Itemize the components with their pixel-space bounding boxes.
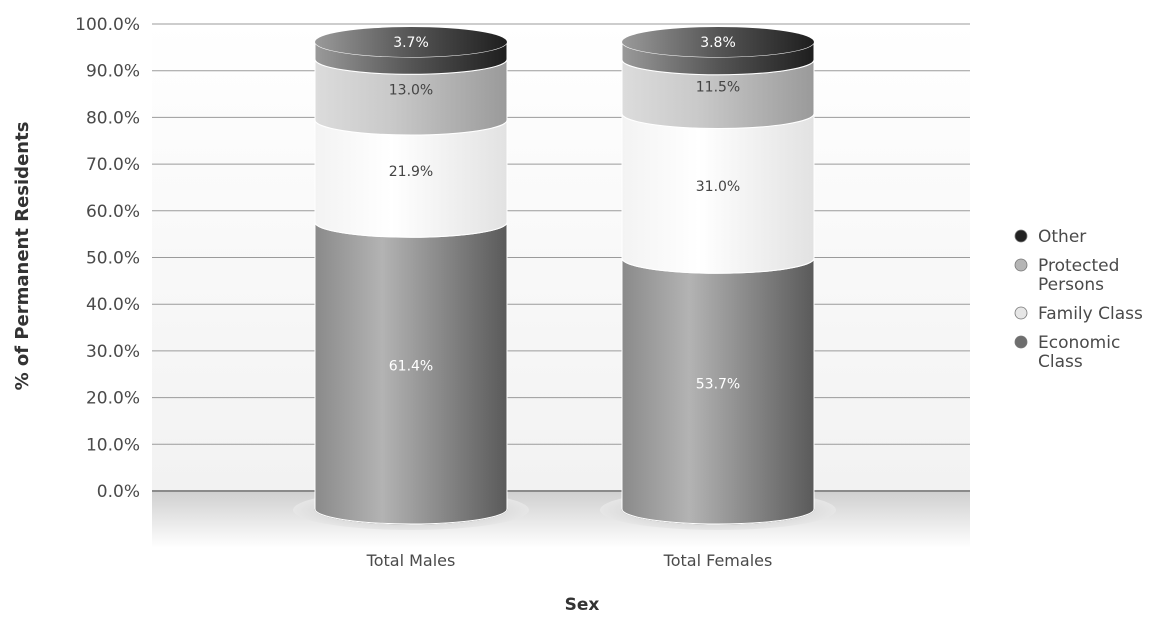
legend-label: Persons [1038,275,1104,295]
legend-marker [1014,229,1028,243]
bar-total-females: 53.7% 31.0% 11.5% 3.8% [600,27,836,530]
bars: 61.4% 21.9% 13.0% 3.7% 53.7% 31.0% 11.5% 3.8% [293,27,836,530]
y-axis-ticks: 0.0% 10.0% 20.0% 30.0% 40.0% 50.0% 60.0% 70.0% 8… [75,15,140,502]
y-tick-label: 90.0% [86,62,140,82]
legend-label: Other [1038,227,1086,247]
legend-label: Family Class [1038,304,1143,324]
x-category-label: Total Males [366,551,456,570]
data-label: 53.7% [696,377,740,393]
plot-floor [152,491,970,548]
data-label: 31.0% [696,179,740,195]
y-tick-label: 0.0% [97,482,140,502]
x-axis-label: Sex [565,595,600,615]
y-tick-label: 30.0% [86,342,140,362]
data-label: 3.8% [700,35,736,51]
legend-marker [1014,335,1028,349]
x-axis-categories: Total Males Total Females [366,551,773,570]
legend-marker [1014,258,1028,272]
legend-item-other: Other [1014,227,1086,247]
y-tick-label: 80.0% [86,108,140,128]
legend-label: Economic [1038,333,1120,353]
y-tick-label: 60.0% [86,202,140,222]
legend-label: Protected [1038,256,1119,276]
y-tick-label: 40.0% [86,295,140,315]
legend-label: Class [1038,352,1083,372]
y-tick-label: 10.0% [86,435,140,455]
y-tick-label: 100.0% [75,15,140,35]
x-category-label: Total Females [663,551,773,570]
data-label: 11.5% [696,80,740,96]
data-label: 61.4% [389,359,433,375]
legend-item-family-class: Family Class [1014,304,1143,324]
legend-marker [1014,306,1028,320]
bar-total-males: 61.4% 21.9% 13.0% 3.7% [293,27,529,530]
data-label: 13.0% [389,83,433,99]
y-tick-label: 20.0% [86,389,140,409]
y-axis-label: % of Permanent Residents [12,122,33,391]
data-label: 3.7% [393,35,429,51]
y-tick-label: 50.0% [86,249,140,269]
y-tick-label: 70.0% [86,155,140,175]
gridlines [152,23,970,445]
bar-top-ellipse [622,27,814,57]
bar-top-ellipse [315,27,507,57]
data-label: 21.9% [389,164,433,180]
